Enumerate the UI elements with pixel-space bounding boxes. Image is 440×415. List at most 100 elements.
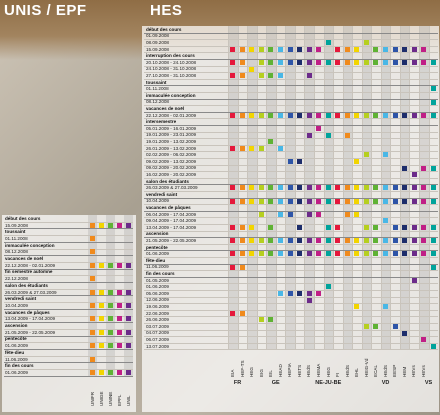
hes-marker [230,251,236,257]
unis-row-label: vendredi saint [5,296,37,302]
hes-row-divider [144,250,439,252]
hes-marker [354,211,360,217]
hes-row-divider [144,65,439,67]
hes-marker [411,185,417,191]
unis-row-divider [4,295,133,297]
hes-marker [306,297,312,303]
hes-marker [306,185,312,191]
hes-marker [277,59,283,65]
hes-marker [354,198,360,204]
hes-marker [258,46,264,52]
hes-marker [239,112,245,118]
unis-column-label: UNIL [126,395,131,406]
hes-marker [287,46,293,52]
hes-row-label: 10.04.2009 [146,198,169,204]
hes-marker [383,238,388,244]
hes-marker [392,238,398,244]
unis-column-label: EPFL [117,394,122,406]
hes-marker [383,304,388,310]
hes-marker [287,198,293,204]
hes-marker [411,59,417,65]
hes-marker [306,59,312,65]
unis-marker [108,222,113,228]
hes-row-label: 21.05.2009 - 22.05.2009 [146,238,197,243]
hes-row-divider [144,257,439,258]
hes-marker [354,304,360,310]
hes-column-label: ECAL [373,365,379,378]
hes-row-label: 22.12.2008 - 02.01.2009 [146,112,197,118]
hes-row-divider [144,184,439,186]
hes-row-divider [144,204,439,206]
hes-marker [277,73,283,79]
hes-marker [325,224,331,230]
unis-row-divider [4,221,133,223]
hes-column-label: HEVs [421,365,426,378]
unis-row-divider [4,261,133,263]
unis-marker [99,329,104,335]
hes-row-divider [144,92,439,93]
hes-row-label: 09.04.2009 - 17.04.2009 [146,218,197,224]
unis-row-divider [4,362,133,364]
hes-column-label: HETS [296,365,302,378]
hes-marker [411,46,417,52]
hes-marker [430,112,436,118]
hes-marker [230,224,236,230]
hes-marker [363,198,369,204]
hes-marker [402,165,408,171]
hes-column-divider [390,26,392,350]
hes-column-label: EHL [354,368,360,378]
hes-marker [411,112,417,118]
hes-row-divider [144,72,439,74]
hes-marker [363,59,369,65]
hes-row-divider [144,323,439,324]
hes-row-divider [144,230,439,232]
unis-row-label: 21.05.2009 - 22.05.2009 [5,329,56,335]
hes-row-label: 08.12.2008 [146,99,169,105]
hes-marker [383,251,388,257]
unis-marker [108,343,113,349]
hes-row-label: 26.01.2009 - 13.02.2009 [146,145,197,151]
hes-column-divider [247,26,249,350]
hes-row-divider [144,98,439,100]
hes-marker [363,224,369,230]
unis-row-divider [4,228,133,230]
hes-marker [325,284,331,290]
unis-row-divider [4,328,133,330]
unis-marker [90,262,95,268]
hes-marker [411,172,417,178]
unis-row-divider [4,248,133,250]
hes-row-divider [144,151,439,153]
hes-marker [239,185,245,191]
hes-marker [230,198,236,204]
unis-row-label: fin semestre automne [5,269,53,275]
hes-column-divider [380,26,382,350]
hes-marker [430,238,436,244]
hes-marker [287,59,293,65]
hes-marker [363,323,369,329]
unis-row-divider [4,235,133,237]
hes-row-divider [144,39,439,41]
hes-marker [287,211,293,217]
hes-row-label: 22.06.2009 [146,310,169,316]
hes-marker [363,40,369,46]
hes-marker [230,185,236,191]
hes-row-divider [144,197,439,199]
hes-marker [268,317,274,323]
hes-marker [316,125,322,131]
hes-marker [344,59,350,65]
hes-column-divider [333,26,335,350]
hes-column-label: HEMA [315,364,321,378]
hes-row-label: 15.09.2008 [146,46,169,52]
hes-marker [239,310,245,316]
hes-marker [239,224,245,230]
hes-row-divider [144,329,439,331]
hes-marker [421,238,427,244]
unis-marker [117,222,122,228]
hes-marker [354,251,360,257]
hes-marker [277,251,283,257]
unis-row-label: 22.12.2008 [5,276,28,282]
hes-marker [325,238,331,244]
hes-column-divider [371,26,373,350]
hes-row-label: vacances de noël [146,106,185,111]
unis-row-divider [4,288,133,290]
